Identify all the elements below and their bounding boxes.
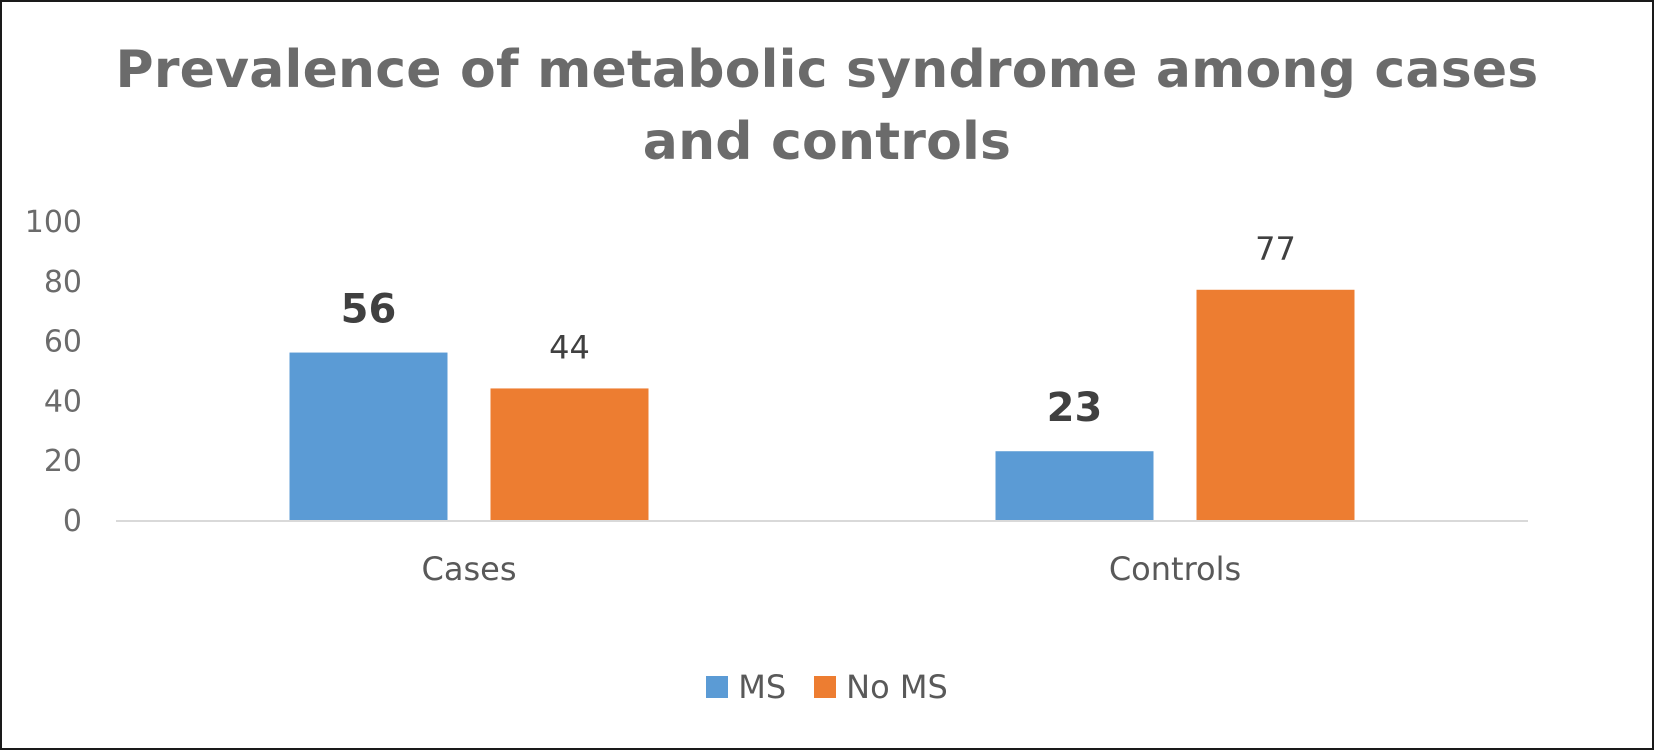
x-category-label-cases: Cases bbox=[422, 550, 517, 588]
y-tick-label-60: 60 bbox=[44, 325, 82, 360]
bar-controls-no-ms bbox=[1196, 289, 1355, 520]
data-label-controls-no-ms: 77 bbox=[1255, 230, 1296, 268]
data-label-cases-ms: 56 bbox=[341, 287, 397, 333]
chart-title-line-1: Prevalence of metabolic syndrome among c… bbox=[115, 40, 1539, 100]
data-label-controls-ms: 23 bbox=[1047, 385, 1103, 431]
bar-cases-no-ms bbox=[490, 388, 649, 520]
y-tick-label-100: 100 bbox=[25, 205, 82, 240]
bar-controls-ms bbox=[995, 451, 1154, 520]
data-label-cases-no-ms: 44 bbox=[549, 328, 590, 366]
y-tick-label-40: 40 bbox=[44, 384, 82, 419]
legend-swatch-ms bbox=[706, 676, 729, 698]
y-tick-label-80: 80 bbox=[44, 265, 82, 300]
y-tick-label-0: 0 bbox=[63, 504, 82, 539]
y-tick-label-20: 20 bbox=[44, 444, 82, 479]
legend-label-no-ms: No MS bbox=[846, 668, 948, 706]
x-category-label-controls: Controls bbox=[1109, 550, 1241, 588]
legend: MS No MS bbox=[0, 668, 1654, 706]
legend-item-no-ms: No MS bbox=[814, 668, 948, 706]
data-labels-group: 56 44 23 77 bbox=[341, 230, 1296, 431]
chart-title: Prevalence of metabolic syndrome among c… bbox=[0, 34, 1654, 178]
x-axis-categories: Cases Controls bbox=[422, 550, 1242, 588]
chart-title-line-2: and controls bbox=[642, 112, 1012, 172]
bars-group bbox=[289, 289, 1355, 520]
legend-item-ms: MS bbox=[706, 668, 786, 706]
legend-swatch-no-ms bbox=[814, 676, 837, 698]
y-axis-ticks: 0 20 40 60 80 100 bbox=[25, 205, 82, 539]
legend-label-ms: MS bbox=[738, 668, 787, 706]
bar-cases-ms bbox=[289, 352, 448, 520]
